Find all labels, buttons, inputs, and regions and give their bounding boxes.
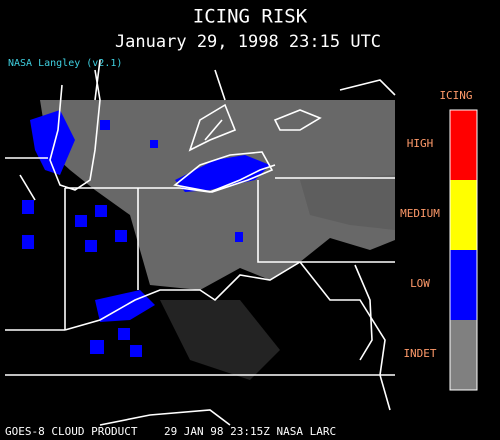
- boundaries: [5, 59, 396, 426]
- legend-frame: [449, 109, 478, 391]
- legend-label: HIGH: [407, 137, 434, 150]
- legend-swatch: [450, 320, 477, 390]
- indet-region: [160, 300, 280, 380]
- title: ICING RISK: [193, 6, 308, 28]
- map: [5, 59, 396, 426]
- legend-swatch: [450, 180, 477, 250]
- legend: ICING HIGH MEDIUM LOW INDET: [400, 89, 478, 391]
- version: NASA Langley (v2.1): [8, 58, 122, 69]
- indet-region: [300, 175, 395, 230]
- legend-label: MEDIUM: [400, 207, 440, 220]
- subtitle: January 29, 1998 23:15 UTC: [115, 32, 381, 52]
- legend-swatch: [450, 110, 477, 180]
- legend-label: LOW: [410, 277, 430, 290]
- legend-swatch: [450, 250, 477, 320]
- indet-region: [40, 100, 395, 290]
- legend-title: ICING: [439, 89, 472, 102]
- footer: GOES-8 CLOUD PRODUCT 29 JAN 98 23:15Z NA…: [5, 425, 336, 438]
- legend-label: INDET: [403, 347, 436, 360]
